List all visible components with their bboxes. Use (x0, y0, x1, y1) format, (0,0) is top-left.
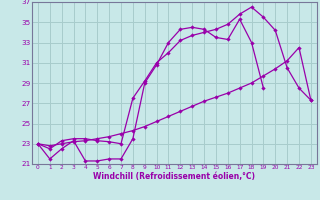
X-axis label: Windchill (Refroidissement éolien,°C): Windchill (Refroidissement éolien,°C) (93, 172, 255, 181)
